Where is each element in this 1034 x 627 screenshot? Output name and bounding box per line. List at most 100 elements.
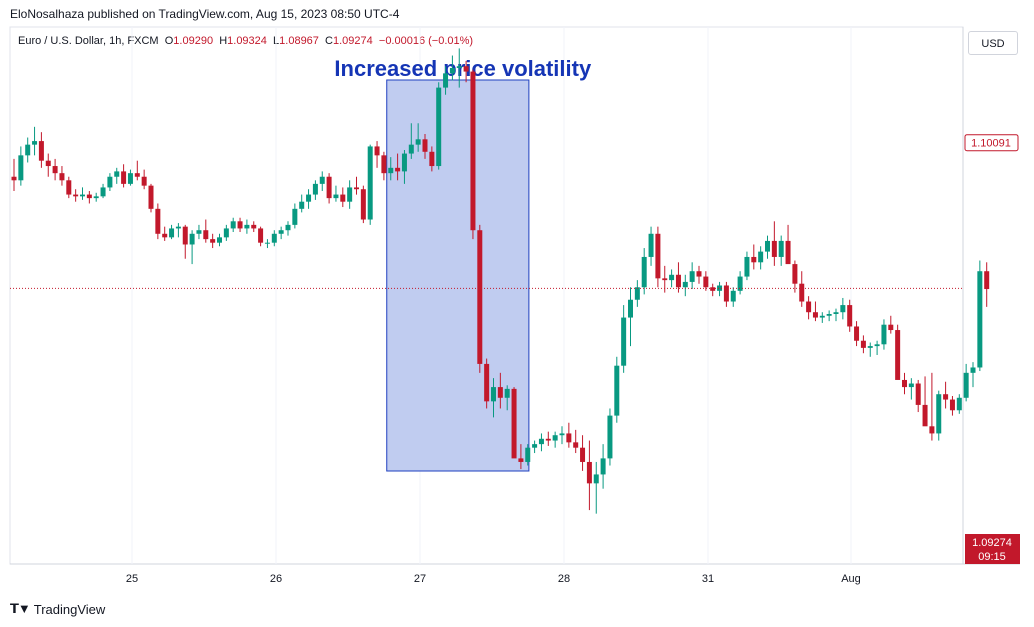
candle-body — [497, 387, 503, 398]
candle-body — [374, 146, 380, 156]
candle-body — [134, 173, 140, 177]
candle-body — [696, 271, 702, 277]
candle-body — [100, 187, 106, 197]
candle-body — [956, 397, 962, 411]
current-price-label: 1.09274 — [972, 537, 1012, 549]
candle-body — [970, 367, 976, 373]
candle-body — [669, 274, 675, 281]
candle-body — [621, 317, 627, 366]
candle-body — [189, 233, 195, 245]
candle-body — [648, 233, 654, 257]
candle-body — [52, 166, 58, 174]
candle-body — [785, 240, 791, 265]
tradingview-brand: TradingView — [33, 601, 106, 617]
annotation-label: Increased price volatility — [334, 56, 592, 81]
candle-body — [655, 233, 661, 279]
candle-body — [121, 171, 127, 184]
x-tick-label: 26 — [270, 573, 282, 585]
candle-body — [758, 251, 764, 263]
candle-body — [73, 194, 79, 197]
candle-body — [306, 194, 312, 202]
tradingview-logo-icon: 𝗧▼ — [10, 601, 31, 616]
candle-body — [175, 226, 181, 229]
candle-body — [141, 176, 147, 186]
change-value: −0.00016 (−0.01%) — [378, 35, 474, 47]
candle-body — [251, 224, 257, 229]
candle-body — [833, 312, 839, 314]
candle-body — [559, 433, 565, 436]
x-tick-label: 31 — [702, 573, 714, 585]
current-price-box — [965, 534, 1020, 564]
candle-body — [59, 173, 65, 181]
candle-body — [449, 68, 455, 74]
candle-body — [182, 226, 188, 245]
candle-body — [847, 305, 853, 327]
candle-body — [408, 144, 414, 154]
candle-body — [949, 399, 955, 411]
candle-body — [874, 344, 880, 347]
candle-body — [93, 196, 99, 199]
candle-body — [826, 314, 832, 316]
candle-body — [45, 160, 51, 167]
candle-body — [38, 141, 44, 161]
candle-body — [127, 173, 133, 184]
candle-body — [217, 237, 222, 243]
high-label: H — [219, 35, 228, 47]
candle-body — [929, 426, 935, 434]
price-chart[interactable]: 25 26 27 28 31 Aug Increased price volatility 1… — [0, 0, 1034, 600]
candle-body — [511, 388, 517, 459]
candle-body — [415, 139, 421, 145]
candle-body — [854, 326, 860, 341]
candle-body — [148, 185, 154, 209]
last-price-marker-label: 1.10091 — [971, 138, 1011, 150]
currency-button[interactable]: USD — [968, 31, 1018, 55]
candle-body — [628, 299, 633, 318]
candle-body — [11, 176, 17, 181]
candle-body — [723, 285, 729, 302]
candle-body — [422, 139, 428, 152]
candle-body — [264, 242, 270, 244]
candle-body — [607, 415, 613, 459]
volatility-highlight-box — [386, 79, 530, 472]
candle-body — [662, 278, 668, 281]
candle-body — [717, 285, 723, 291]
candle-body — [504, 388, 510, 398]
symbol-name: Euro / U.S. Dollar, 1h, FXCM — [18, 35, 159, 47]
candle-body — [210, 239, 216, 243]
candle-body — [354, 187, 359, 190]
candle-body — [401, 153, 407, 172]
candle-body — [326, 176, 332, 199]
publisher-line: EloNosalhaza published on TradingView.co… — [10, 7, 400, 21]
candle-body — [463, 66, 469, 72]
candle-body — [477, 230, 483, 364]
candle-body — [881, 324, 887, 345]
candle-body — [436, 87, 442, 167]
candle-body — [730, 290, 736, 302]
x-tick-label: 27 — [414, 573, 426, 585]
candle-body — [258, 228, 264, 243]
candle-body — [963, 372, 969, 398]
x-tick-label: 25 — [126, 573, 138, 585]
candle-body — [634, 287, 640, 300]
candle-body — [333, 194, 339, 199]
candle-body — [675, 274, 681, 288]
candle-body — [244, 224, 250, 229]
candle-body — [484, 363, 490, 402]
candle-body — [388, 167, 394, 174]
candle-body — [573, 442, 579, 448]
countdown-label: 09:15 — [978, 551, 1006, 563]
candle-body — [381, 155, 387, 174]
symbol-legend: Euro / U.S. Dollar, 1h, FXCM O1.09290 H1… — [18, 35, 473, 47]
candle-body — [778, 240, 784, 257]
candle-body — [114, 171, 120, 177]
candle-body — [984, 271, 990, 290]
candle-body — [271, 233, 277, 243]
candle-body — [710, 287, 716, 291]
x-tick-label: 28 — [558, 573, 570, 585]
candle-body — [203, 230, 209, 240]
candle-body — [66, 180, 72, 195]
candle-body — [230, 221, 236, 229]
candle-body — [292, 208, 298, 225]
high-value: 1.09324 — [227, 35, 267, 47]
close-label: C — [325, 35, 333, 47]
